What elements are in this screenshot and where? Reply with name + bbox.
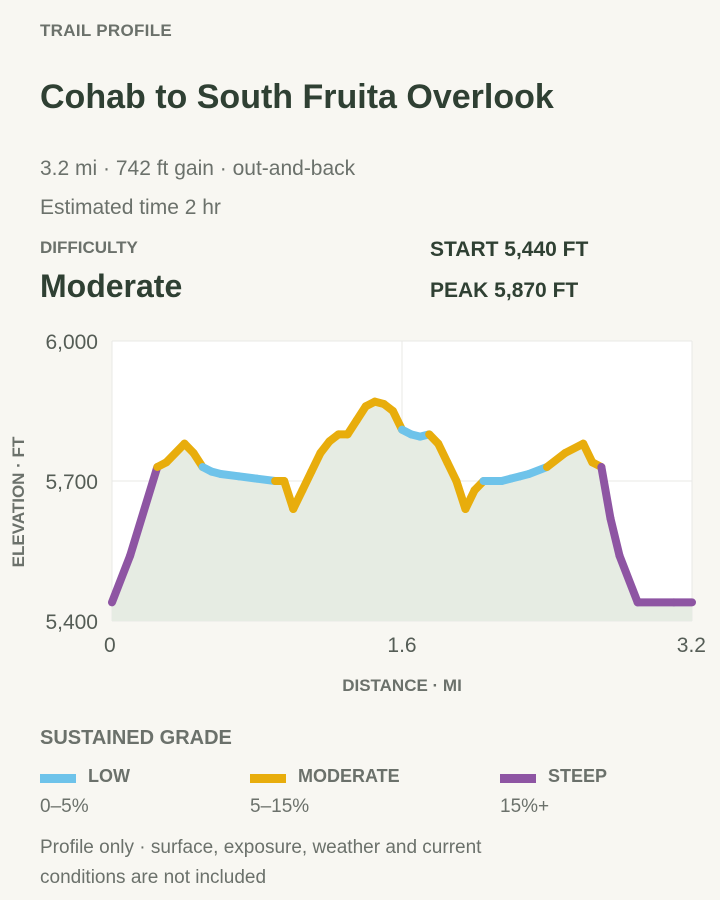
legend-name-steep: STEEP	[548, 766, 608, 786]
legend-name-low: LOW	[88, 766, 130, 786]
elevation-area	[112, 401, 692, 621]
legend-title: SUSTAINED GRADE	[40, 727, 232, 749]
profile-segment-steep	[597, 463, 615, 523]
profile-segment-steep	[615, 551, 642, 607]
start-elevation: START 5,440 FT	[430, 238, 589, 261]
x-axis-label: DISTANCE · MI	[342, 676, 462, 695]
legend-range-moderate: 5–15%	[250, 796, 310, 817]
x-tick-label: 1.6	[387, 634, 416, 657]
estimated-time: Estimated time 2 hr	[40, 196, 221, 219]
profile-segment-steep	[108, 551, 135, 607]
legend-range-steep: 15%+	[500, 796, 550, 817]
legend-swatch-steep	[500, 774, 536, 783]
y-tick-label: 5,700	[45, 471, 98, 494]
trail-stats: 3.2 mi · 742 ft gain · out-and-back	[40, 157, 356, 180]
legend-range-low: 0–5%	[40, 796, 89, 817]
profile-segment-steep	[606, 514, 624, 560]
disclaimer-note: Profile only · surface, exposure, weathe…	[40, 837, 482, 888]
legend-swatch-moderate	[250, 774, 286, 783]
y-tick-label: 6,000	[45, 331, 98, 354]
peak-elevation: PEAK 5,870 FT	[430, 279, 579, 302]
legend-swatch-low	[40, 774, 76, 783]
legend-name-moderate: MODERATE	[298, 766, 400, 786]
x-tick-label: 0	[104, 634, 116, 657]
x-tick-label: 3.2	[677, 634, 706, 657]
page-title: Cohab to South Fruita Overlook	[40, 78, 554, 116]
elevation-chart: 5,400 5,700 6,000 0 1.6 3.2 DISTANCE · MI ELEVA…	[9, 331, 706, 695]
eyebrow-label: TRAIL PROFILE	[40, 21, 173, 40]
profile-segment-moderate	[162, 439, 189, 467]
profile-segment-steep	[126, 463, 162, 560]
y-tick-label: 5,400	[45, 611, 98, 634]
difficulty-label: DIFFICULTY	[40, 238, 138, 257]
difficulty-value: Moderate	[40, 268, 183, 304]
y-axis-label: ELEVATION · FT	[9, 436, 28, 567]
